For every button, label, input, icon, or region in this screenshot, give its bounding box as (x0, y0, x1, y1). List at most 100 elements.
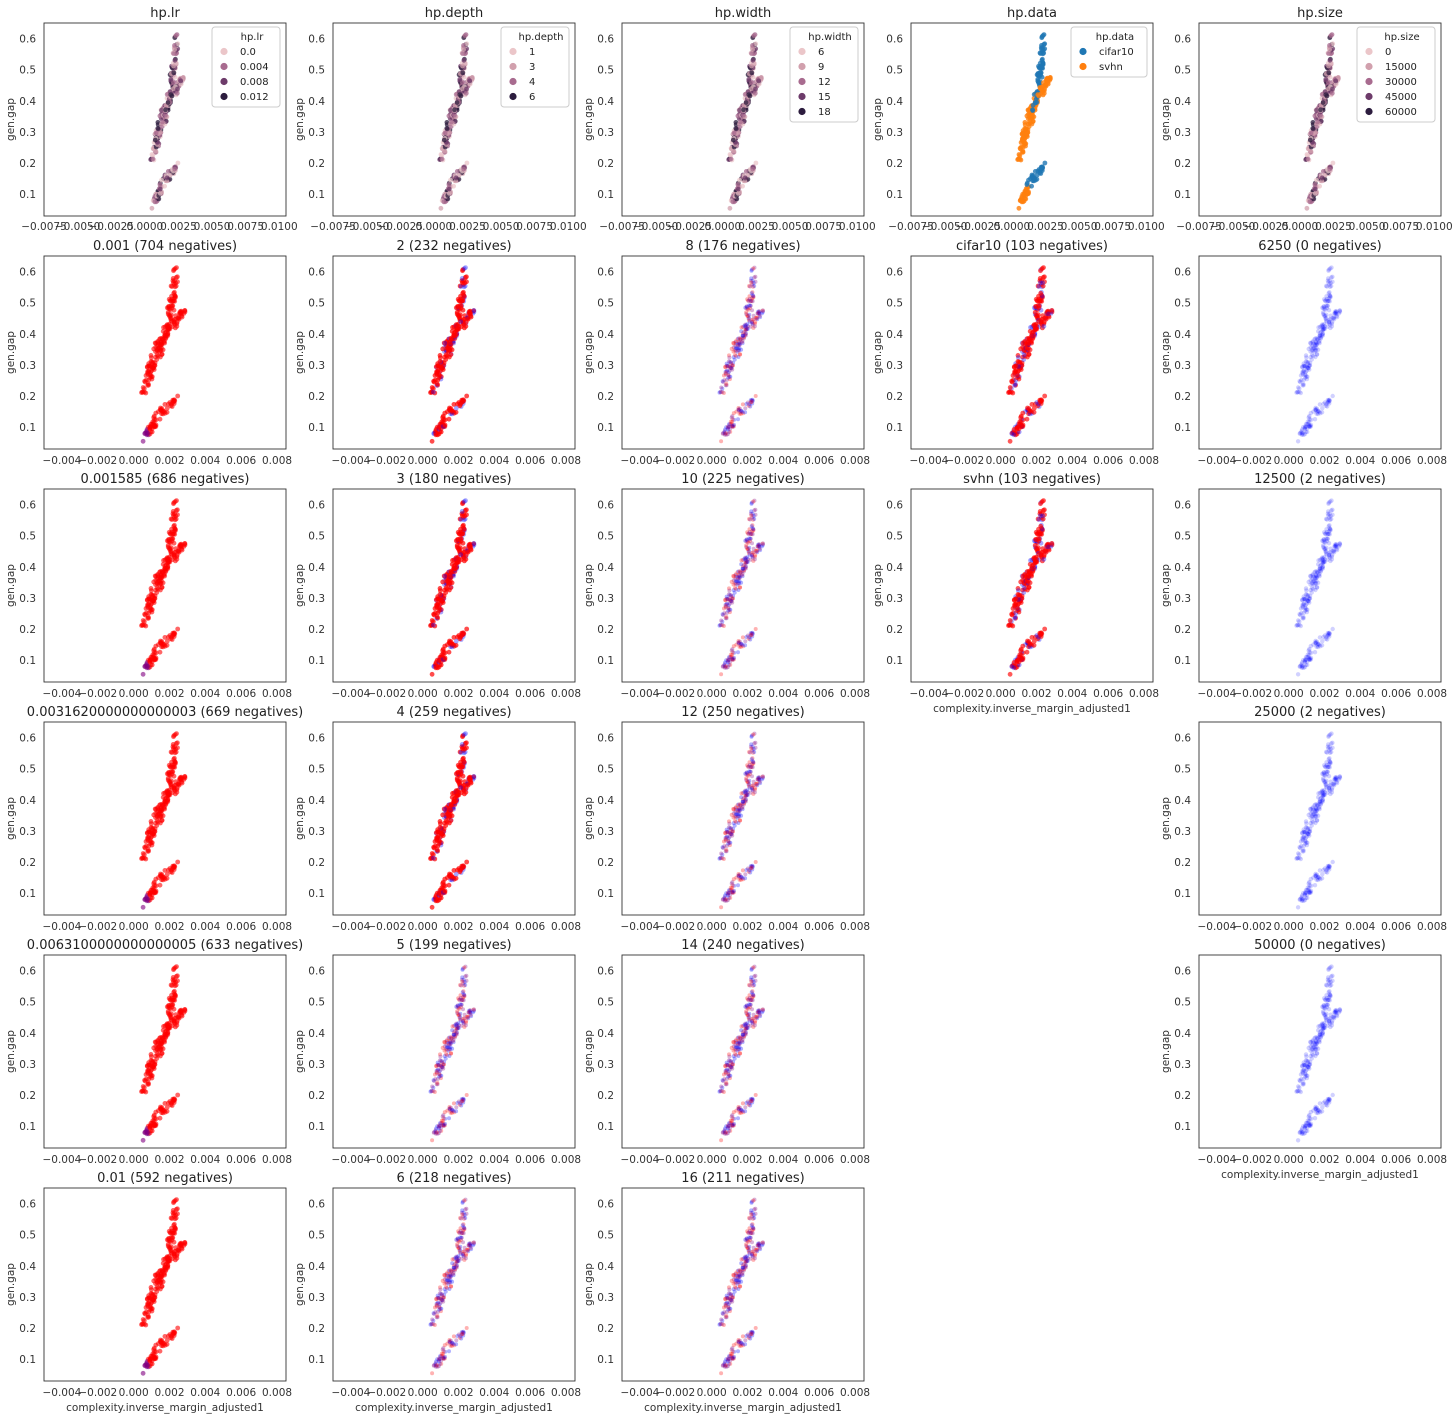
x-tick-label: 0.0075 (516, 221, 553, 233)
scatter-point (162, 333, 168, 338)
scatter-point (171, 63, 176, 69)
y-tick-label: 0.5 (597, 531, 614, 543)
scatter-point (1039, 74, 1045, 80)
panel-title: hp.data (1007, 6, 1057, 21)
x-tick-label: −0.004 (1197, 455, 1236, 467)
scatter-point (724, 363, 729, 368)
scatter-point (1306, 648, 1311, 653)
scatter-point (441, 137, 447, 143)
scatter-point (164, 175, 170, 181)
scatter-point (727, 588, 732, 593)
scatter-point (1326, 399, 1331, 405)
y-tick-label: 0.3 (597, 593, 614, 605)
scatter-point (1024, 182, 1030, 187)
scatter-point (458, 303, 464, 309)
x-tick-label: −0.002 (367, 921, 406, 933)
scatter-point (1016, 152, 1022, 157)
x-tick-label: 0.0025 (449, 221, 486, 233)
scatter-point (444, 125, 450, 131)
x-tick-label: 0.004 (1345, 455, 1375, 467)
scatter-point (731, 411, 736, 416)
scatter-point (751, 295, 756, 300)
panel: hp.width0.10.20.30.40.50.6−0.0075−0.0050… (583, 6, 876, 233)
scatter-point (729, 415, 734, 420)
scatter-point (463, 556, 469, 562)
scatter-point (722, 429, 727, 434)
scatter-point (750, 166, 756, 172)
y-tick-label: 0.1 (19, 422, 36, 434)
scatter-point (169, 552, 175, 558)
y-tick-label: 0.2 (19, 391, 36, 403)
scatter-point (169, 785, 175, 791)
x-tick-label: −0.004 (331, 921, 370, 933)
x-tick-label: −0.0025 (88, 221, 134, 233)
x-tick-label: −0.0025 (955, 221, 1001, 233)
scatter-point (1295, 672, 1301, 677)
scatter-point (1295, 439, 1301, 444)
legend-label: 12 (818, 77, 831, 88)
scatter-point (174, 556, 180, 562)
scatter-point (446, 182, 452, 187)
scatter-point (739, 325, 744, 330)
x-tick-label: 0.0100 (261, 221, 298, 233)
scatter-points (1303, 32, 1341, 211)
scatter-point (1327, 74, 1333, 80)
scatter-point (1317, 635, 1323, 640)
scatter-point (755, 317, 760, 322)
scatter-point (454, 169, 460, 174)
legend-box (789, 26, 859, 123)
scatter-point (1297, 622, 1302, 628)
scatter-point (1009, 389, 1014, 395)
x-tick-label: 0.002 (154, 688, 184, 700)
scatter-point (457, 92, 463, 97)
scatter-point (435, 363, 440, 369)
x-tick-label: −0.0050 (344, 221, 390, 233)
x-tick-label: 0.004 (479, 921, 509, 933)
scatter-point (171, 540, 177, 546)
y-tick-label: 0.3 (886, 593, 903, 605)
scatter-point (734, 346, 739, 351)
scatter-point (460, 746, 465, 751)
scatter-point (1028, 641, 1033, 647)
x-tick-label: 0.0000 (993, 221, 1030, 233)
legend-label: 15000 (1385, 62, 1417, 73)
scatter-point (453, 409, 459, 415)
scatter-point (437, 825, 443, 830)
y-tick-label: 0.4 (597, 329, 614, 341)
scatter-point (1296, 618, 1301, 623)
scatter-point (431, 622, 436, 628)
scatter-point (454, 325, 460, 330)
scatter-point (1299, 665, 1305, 670)
scatter-point (140, 438, 146, 444)
scatter-point (1326, 524, 1331, 529)
scatter-point (170, 742, 176, 747)
scatter-point (464, 274, 469, 280)
scatter-point (1028, 408, 1033, 414)
scatter-point (153, 340, 159, 346)
scatter-point (736, 407, 741, 412)
scatter-point (178, 78, 184, 84)
scatter-point (743, 406, 748, 411)
y-axis-label: gen.gap (1160, 98, 1172, 141)
scatter-point (1032, 309, 1038, 315)
panel-title: 4 (259 negatives) (396, 705, 511, 720)
scatter-point (730, 424, 735, 429)
scatter-point (748, 400, 753, 405)
scatter-points (1015, 32, 1053, 211)
scatter-point (171, 70, 177, 76)
axes-frame (332, 488, 576, 683)
y-tick-label: 0.1 (308, 655, 325, 667)
scatter-point (728, 426, 733, 431)
scatter-point (723, 372, 728, 377)
scatter-point (723, 431, 728, 436)
scatter-point (1326, 308, 1332, 313)
scatter-point (442, 573, 448, 579)
scatter-point (756, 78, 762, 84)
scatter-point (459, 276, 465, 281)
scatter-point (458, 785, 464, 791)
scatter-point (1038, 523, 1044, 529)
scatter-point (752, 557, 757, 562)
panel-title: 0.001 (704 negatives) (93, 239, 237, 254)
scatter-point (729, 422, 734, 426)
